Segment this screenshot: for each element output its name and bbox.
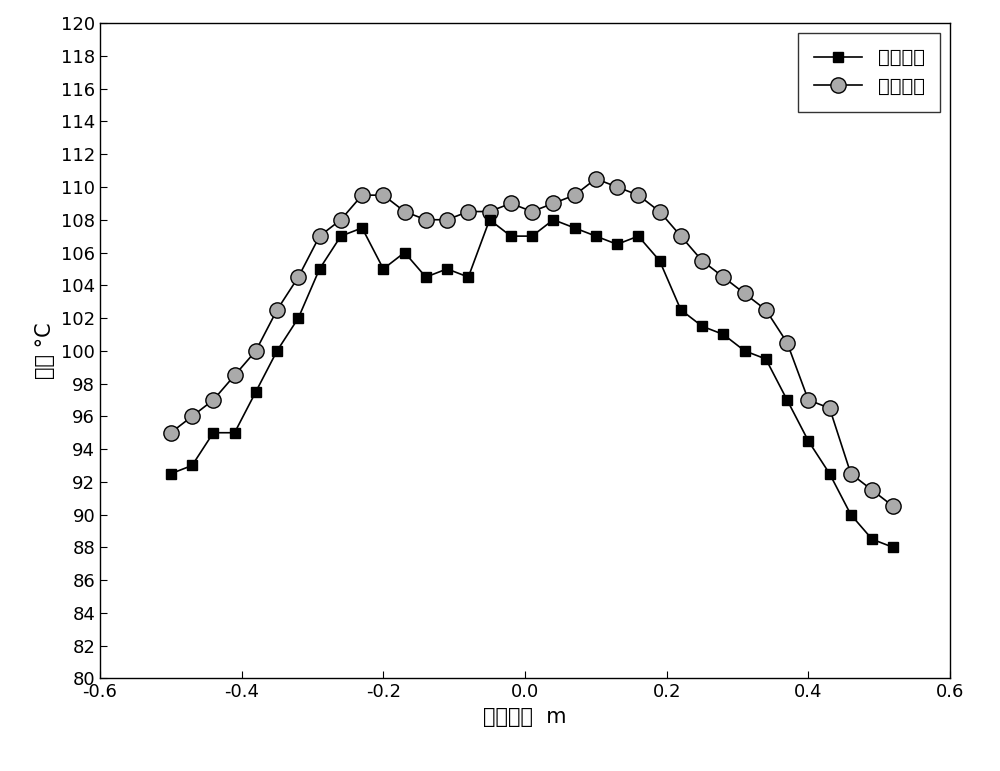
- 实际温度: [335, 231, 347, 241]
- Line: 实际温度: 实际温度: [166, 215, 898, 552]
- Line: 计算温度: 计算温度: [163, 171, 901, 514]
- 计算温度: [484, 207, 496, 216]
- 实际温度: [696, 322, 708, 331]
- 计算温度: [547, 199, 559, 208]
- 实际温度: [866, 534, 878, 544]
- 实际温度: [569, 224, 581, 233]
- 计算温度: [760, 305, 772, 315]
- 计算温度: [271, 305, 283, 315]
- 计算温度: [654, 207, 666, 216]
- Legend: 实际温度, 计算温度: 实际温度, 计算温度: [798, 33, 940, 112]
- 计算温度: [229, 371, 241, 380]
- 计算温度: [399, 207, 411, 216]
- 计算温度: [207, 396, 219, 405]
- 计算温度: [526, 207, 538, 216]
- 实际温度: [717, 330, 729, 339]
- 计算温度: [335, 215, 347, 224]
- 实际温度: [824, 469, 836, 478]
- 实际温度: [739, 346, 751, 355]
- 实际温度: [526, 231, 538, 241]
- 计算温度: [845, 469, 857, 478]
- 计算温度: [505, 199, 517, 208]
- 计算温度: [802, 396, 814, 405]
- 计算温度: [569, 190, 581, 200]
- 实际温度: [590, 231, 602, 241]
- 计算温度: [632, 190, 644, 200]
- 计算温度: [590, 174, 602, 183]
- 实际温度: [271, 346, 283, 355]
- 实际温度: [356, 224, 368, 233]
- 实际温度: [845, 510, 857, 520]
- 实际温度: [441, 264, 453, 274]
- 实际温度: [377, 264, 389, 274]
- 实际温度: [632, 231, 644, 241]
- 实际温度: [654, 256, 666, 265]
- 实际温度: [781, 396, 793, 405]
- 实际温度: [887, 543, 899, 552]
- 计算温度: [717, 272, 729, 281]
- 实际温度: [420, 272, 432, 281]
- 实际温度: [165, 469, 177, 478]
- 实际温度: [675, 305, 687, 315]
- 实际温度: [802, 436, 814, 446]
- 实际温度: [207, 428, 219, 437]
- 计算温度: [824, 403, 836, 412]
- 计算温度: [462, 207, 474, 216]
- 计算温度: [356, 190, 368, 200]
- 实际温度: [186, 461, 198, 470]
- 实际温度: [314, 264, 326, 274]
- 计算温度: [696, 256, 708, 265]
- 计算温度: [165, 428, 177, 437]
- 实际温度: [484, 215, 496, 224]
- 计算温度: [781, 338, 793, 347]
- 实际温度: [250, 387, 262, 396]
- 计算温度: [377, 190, 389, 200]
- 计算温度: [866, 486, 878, 495]
- 计算温度: [675, 231, 687, 241]
- 计算温度: [441, 215, 453, 224]
- 计算温度: [611, 182, 623, 191]
- 实际温度: [292, 313, 304, 322]
- 计算温度: [250, 346, 262, 355]
- 计算温度: [186, 412, 198, 421]
- 计算温度: [292, 272, 304, 281]
- 实际温度: [505, 231, 517, 241]
- 实际温度: [760, 355, 772, 364]
- 计算温度: [314, 231, 326, 241]
- 实际温度: [399, 247, 411, 257]
- X-axis label: 带钑宽度  m: 带钑宽度 m: [483, 707, 567, 727]
- 实际温度: [611, 240, 623, 249]
- 实际温度: [229, 428, 241, 437]
- 计算温度: [739, 289, 751, 298]
- 实际温度: [547, 215, 559, 224]
- 计算温度: [420, 215, 432, 224]
- Y-axis label: 温度 °C: 温度 °C: [35, 322, 55, 379]
- 实际温度: [462, 272, 474, 281]
- 计算温度: [887, 502, 899, 511]
